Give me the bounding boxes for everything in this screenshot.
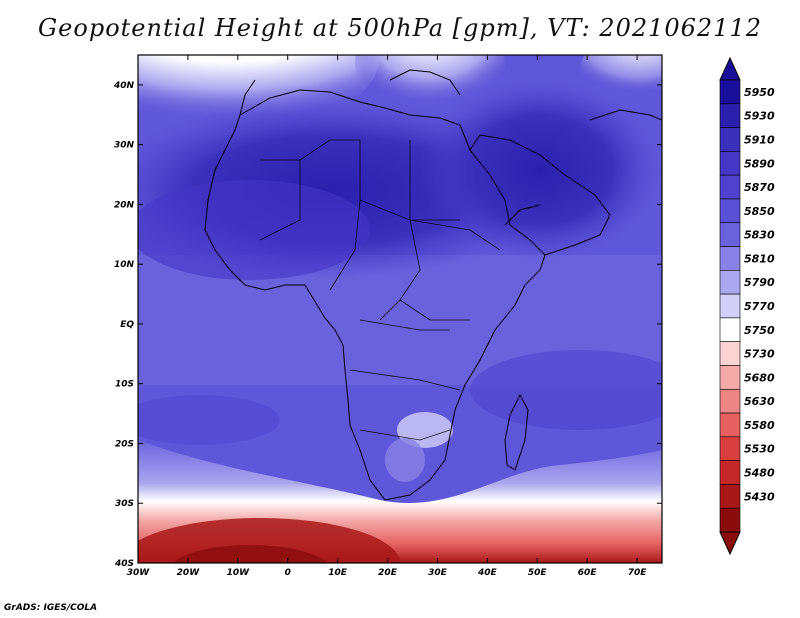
colorbar-label: 5580 [744, 419, 775, 432]
lon-tick-label: 20E [378, 568, 398, 578]
colorbar-swatch [719, 460, 741, 485]
colorbar-label: 5730 [744, 348, 775, 361]
colorbar-label: 5810 [744, 252, 775, 265]
map-title: Geopotential Height at 500hPa [gpm], VT:… [38, 14, 762, 42]
colorbar-top-arrow [719, 56, 741, 81]
lat-tick-label: 20S [115, 439, 134, 449]
colorbar-label: 5890 [744, 157, 775, 170]
lon-tick-label: 70E [628, 568, 648, 578]
colorbar-swatch [719, 270, 741, 295]
lon-tick-label: 40E [477, 568, 498, 578]
lon-tick-label: 10E [328, 568, 348, 578]
colorbar-swatch [719, 151, 741, 176]
colorbar-swatch [719, 341, 741, 366]
lat-tick-label: 30S [115, 499, 134, 509]
colorbar-swatch [719, 388, 741, 414]
colorbar-label: 5910 [744, 133, 775, 146]
lon-tick-label: 30W [127, 568, 151, 578]
colorbar: 5950 5930 5910 5890 5870 5850 5830 5810 5790 5770… [719, 56, 775, 556]
colorbar-swatch [719, 484, 741, 509]
colorbar-swatch [719, 79, 741, 105]
colorbar-swatch [719, 198, 741, 224]
coastlines [204, 69, 662, 501]
lat-tick-label: 10S [115, 380, 134, 390]
colorbar-swatch [719, 436, 741, 461]
lon-tick-label: 50E [528, 568, 548, 578]
lat-tick-label: 40N [113, 81, 135, 91]
colorbar-swatch [719, 507, 741, 533]
colorbar-swatch [719, 365, 741, 390]
colorbar-label: 5770 [744, 300, 775, 313]
colorbar-label: 5530 [744, 443, 775, 456]
colorbar-label: 5870 [744, 181, 775, 194]
colorbar-label: 5930 [744, 110, 775, 123]
grads-credit: GrADS: IGES/COLA [4, 603, 98, 613]
lon-tick-label: 20W [177, 568, 201, 578]
lat-tick-label: 10N [114, 260, 135, 270]
lat-tick-label: 40S [114, 559, 134, 569]
lon-tick-label: 60E [578, 568, 598, 578]
lon-tick-label: 10W [227, 568, 251, 578]
lon-tick-label: 30E [428, 568, 448, 578]
colorbar-label: 5830 [744, 229, 775, 242]
axis-ticks: 30W 20W 10W 0 10E 20E 30E 40E 50E 60E 70E 40N 30N 20N… [113, 55, 662, 578]
colorbar-label: 5750 [744, 324, 775, 337]
colorbar-label: 5680 [744, 371, 775, 384]
colorbar-label: 5430 [744, 490, 775, 503]
colorbar-swatch [719, 293, 741, 319]
colorbar-swatch [719, 174, 741, 200]
colorbar-swatch [719, 103, 741, 128]
plot-frame [137, 54, 663, 564]
shaded-field [138, 55, 662, 563]
lat-tick-label: EQ [120, 320, 134, 330]
lat-tick-label: 30N [114, 141, 135, 151]
country-borders [259, 139, 501, 441]
colorbar-label: 5790 [744, 276, 775, 289]
colorbar-label: 5630 [744, 395, 775, 408]
lon-tick-label: 0 [285, 568, 291, 578]
colorbar-swatch [719, 127, 741, 152]
colorbar-swatch [719, 246, 741, 271]
colorbar-label: 5850 [744, 205, 775, 218]
colorbar-label: 5480 [744, 467, 775, 480]
lat-tick-label: 20N [114, 200, 135, 210]
colorbar-swatch [719, 317, 741, 342]
colorbar-swatch [719, 222, 741, 247]
colorbar-swatch [719, 412, 741, 438]
colorbar-bottom-arrow [719, 531, 741, 556]
colorbar-label: 5950 [744, 86, 775, 99]
